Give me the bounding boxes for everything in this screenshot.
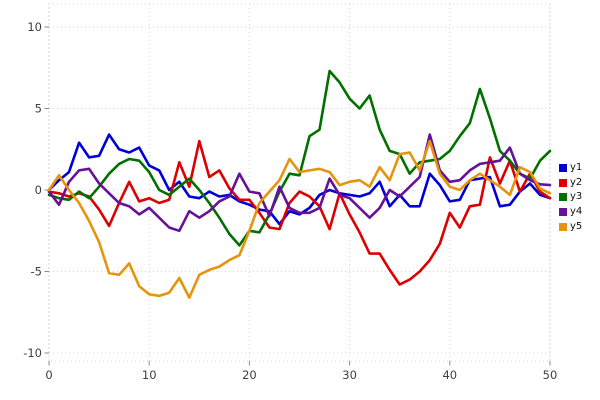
series-line-y3 xyxy=(47,69,552,247)
legend-label-y4: y4 xyxy=(570,206,583,218)
legend-label-y5: y5 xyxy=(570,220,583,232)
x-tick-label-10: 10 xyxy=(142,368,157,382)
x-tick-label-40: 40 xyxy=(442,368,457,382)
legend-item-y4: y4 xyxy=(559,205,582,220)
legend-swatch-y5 xyxy=(559,222,567,231)
legend-item-y3: y3 xyxy=(559,190,582,205)
y-tick-label--10: -10 xyxy=(23,346,42,360)
legend: y1 y2 y3 y4 y5 xyxy=(559,161,582,234)
y-tick-label-0: 0 xyxy=(35,183,42,197)
y-tick-label-5: 5 xyxy=(35,102,42,116)
x-tick-label-20: 20 xyxy=(242,368,257,382)
legend-label-y3: y3 xyxy=(570,191,583,203)
x-tick-label-30: 30 xyxy=(342,368,357,382)
series-line-y4 xyxy=(47,133,552,233)
series-line-y1 xyxy=(47,133,552,226)
x-tick-label-50: 50 xyxy=(543,368,558,382)
legend-item-y2: y2 xyxy=(559,176,582,191)
series-line-y2 xyxy=(47,139,552,286)
legend-item-y1: y1 xyxy=(559,161,582,176)
y-tick-label-10: 10 xyxy=(27,20,42,34)
x-tick-label-0: 0 xyxy=(45,368,52,382)
legend-item-y5: y5 xyxy=(559,219,582,234)
legend-swatch-y4 xyxy=(559,208,567,217)
legend-swatch-y3 xyxy=(559,193,567,202)
series-line-y5 xyxy=(47,139,552,299)
plot-frame xyxy=(48,3,551,362)
legend-swatch-y1 xyxy=(559,164,567,173)
y-tick-label--5: -5 xyxy=(31,265,42,279)
legend-label-y2: y2 xyxy=(570,176,583,188)
legend-label-y1: y1 xyxy=(570,162,583,174)
legend-swatch-y2 xyxy=(559,178,567,187)
